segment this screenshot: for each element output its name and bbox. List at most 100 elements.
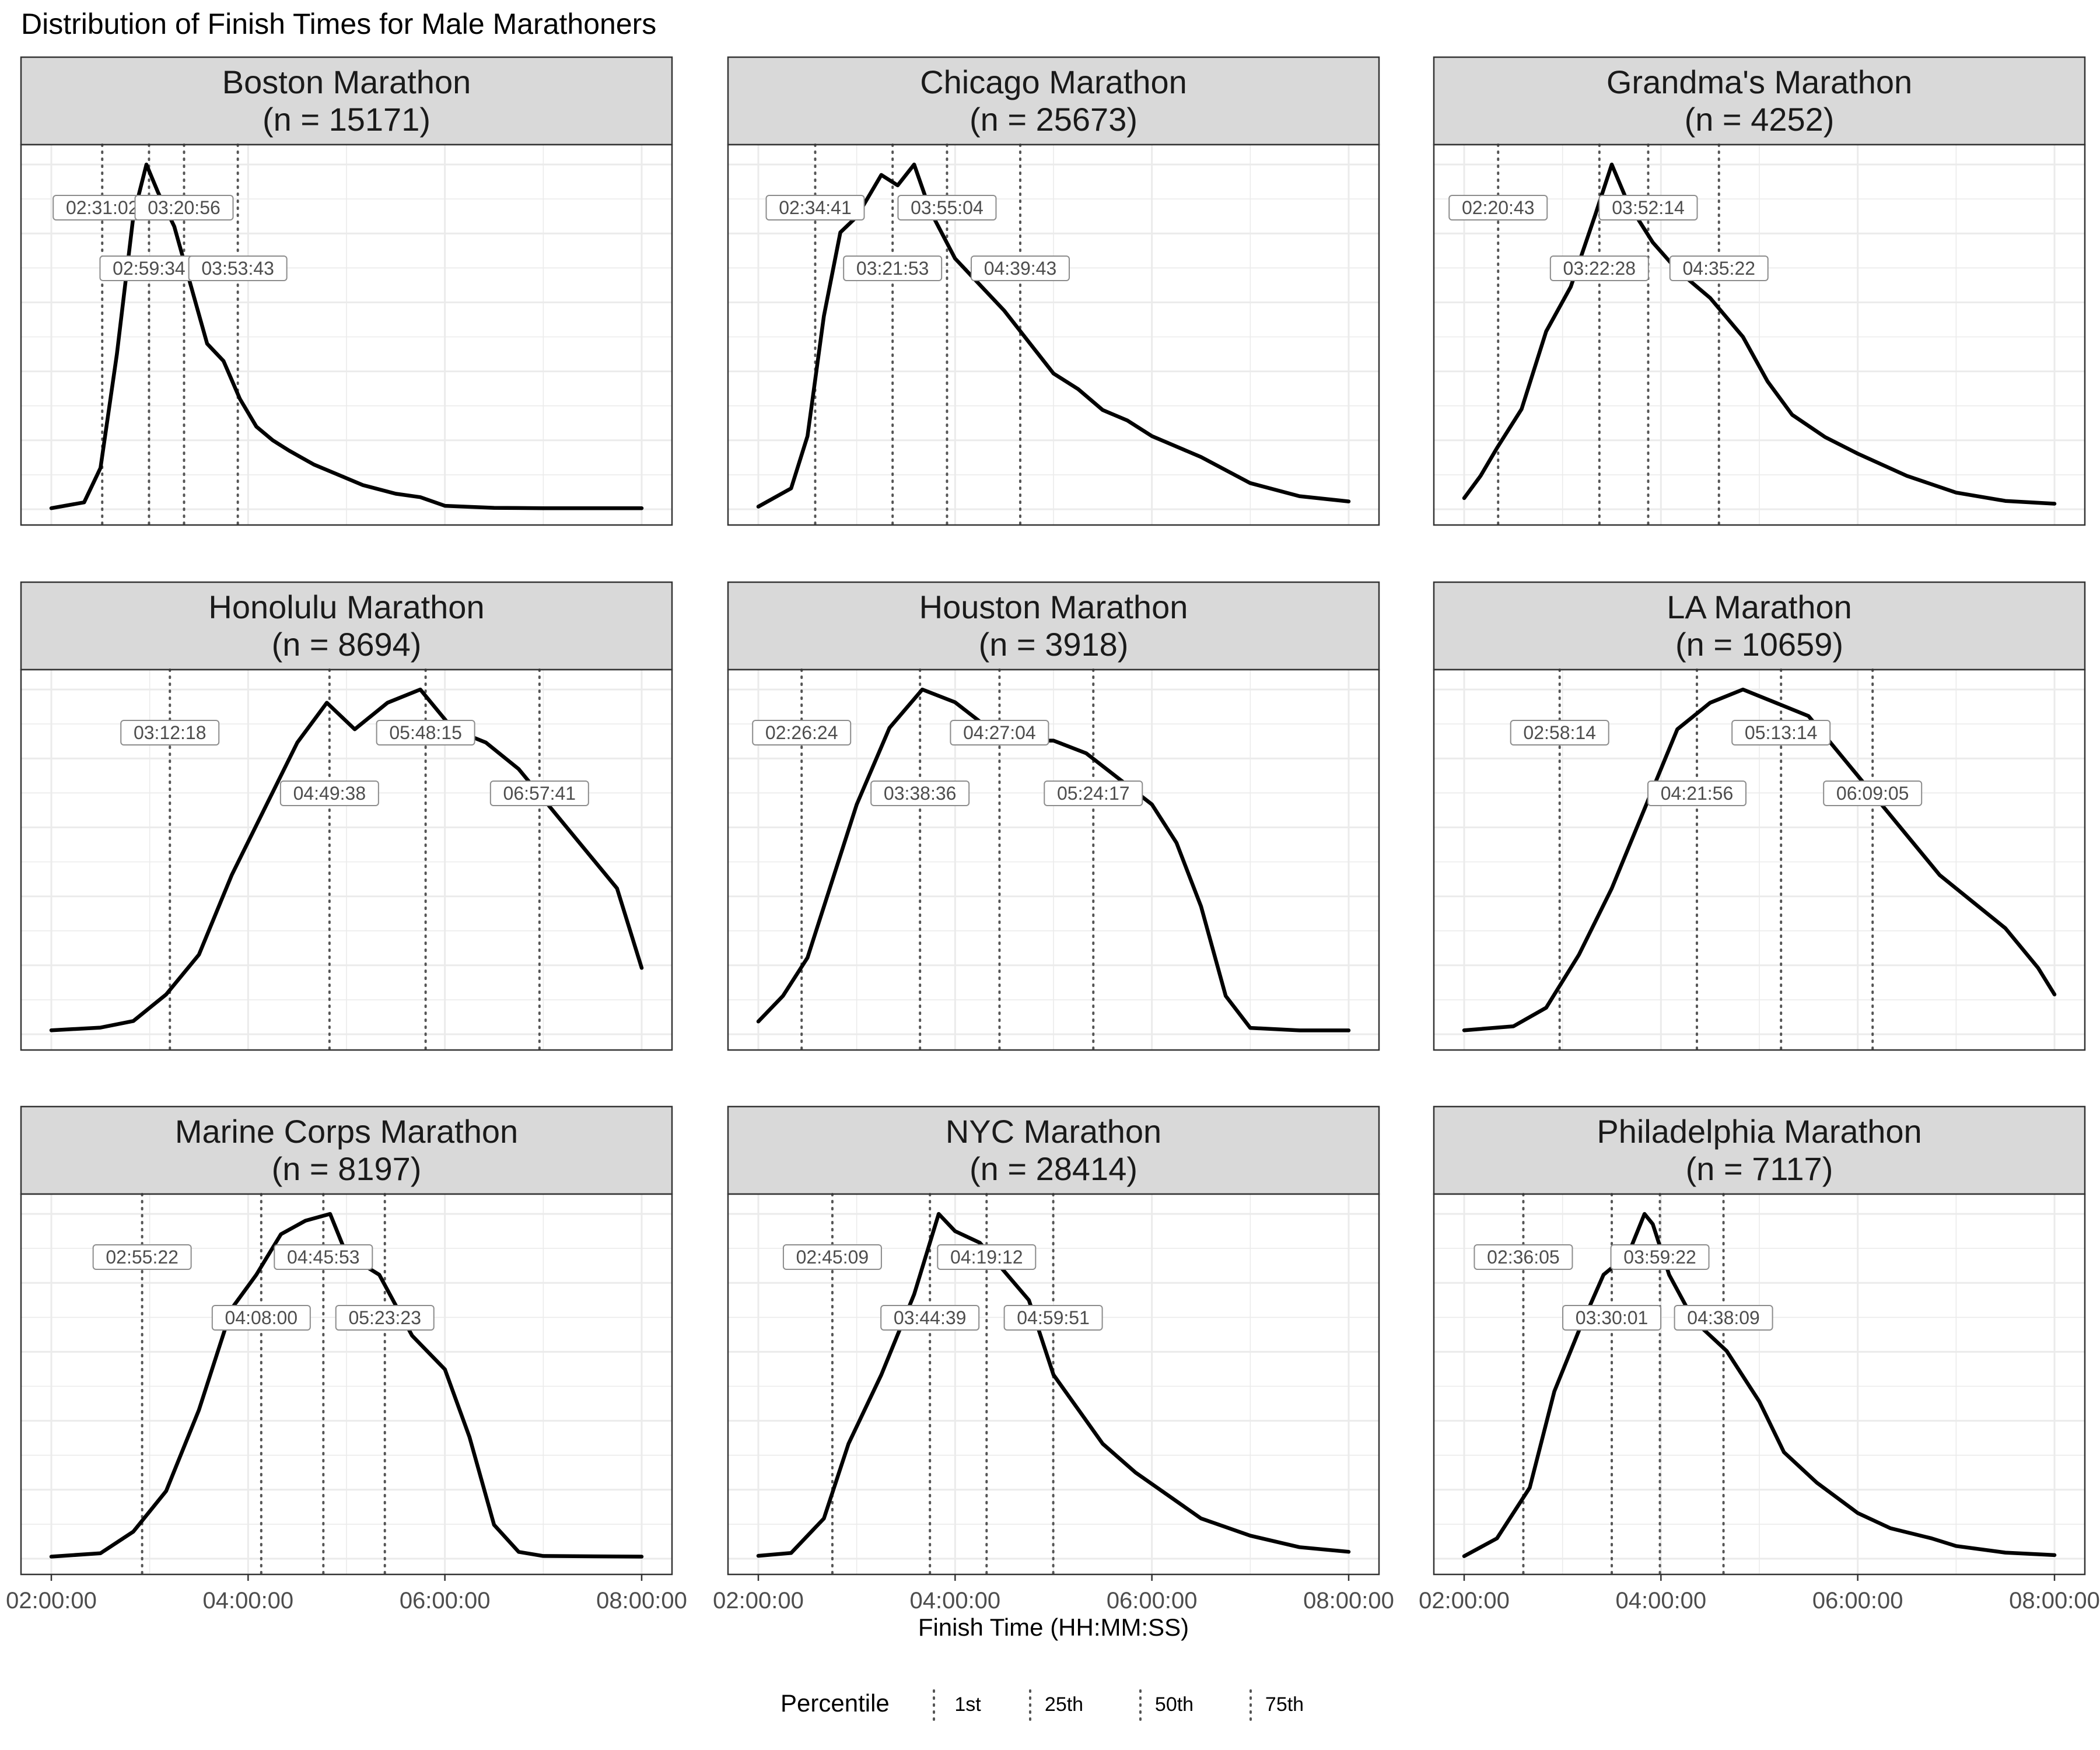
- percentile-label-box-50th: [134, 195, 234, 220]
- percentile-label-25th: 04:21:56: [1661, 783, 1734, 804]
- percentile-label-box-1st: [1510, 720, 1609, 746]
- facet-title: Houston Marathon: [919, 589, 1188, 625]
- percentile-label-75th: 04:38:09: [1687, 1307, 1760, 1328]
- percentile-label-25th: 03:30:01: [1576, 1307, 1648, 1328]
- legend: Percentile 1st 25th 50th 75th: [780, 1689, 1304, 1721]
- x-tick-label: 04:00:00: [909, 1588, 1000, 1614]
- percentile-label-box-50th: [1598, 195, 1698, 220]
- x-tick-label: 02:00:00: [6, 1588, 97, 1614]
- percentile-label-box-1st: [120, 720, 220, 746]
- percentile-label-box-50th: [950, 720, 1049, 746]
- percentile-label-50th: 05:48:15: [389, 722, 462, 743]
- percentile-label-box-25th: [843, 256, 943, 281]
- legend-label-25th: 25th: [1045, 1693, 1083, 1716]
- percentile-label-box-25th: [870, 780, 970, 806]
- panel-border: [727, 1193, 1380, 1576]
- percentile-label-1st: 02:58:14: [1523, 722, 1596, 743]
- percentile-label-25th: 04:08:00: [225, 1307, 298, 1328]
- percentile-label-50th: 04:27:04: [963, 722, 1036, 743]
- percentile-label-box-75th: [1003, 1305, 1103, 1331]
- density-curve: [1462, 687, 2057, 1032]
- percentile-label-1st: 02:55:22: [106, 1247, 178, 1268]
- percentile-label-box-50th: [1731, 720, 1831, 746]
- percentile-label-box-75th: [1674, 1305, 1773, 1331]
- percentile-label-1st: 02:31:02: [66, 197, 139, 218]
- facet-strip: [1433, 581, 2086, 671]
- x-tick-label: 04:00:00: [1615, 1588, 1706, 1614]
- density-curve: [49, 687, 644, 1032]
- facet-title: Honolulu Marathon: [208, 589, 484, 625]
- percentile-label-box-50th: [937, 1244, 1037, 1270]
- panel-border: [1433, 144, 2086, 526]
- facet-strip: [20, 56, 673, 146]
- percentile-label-box-75th: [188, 256, 288, 281]
- percentile-label-box-25th: [211, 1305, 311, 1331]
- percentile-label-1st: 02:26:24: [765, 722, 838, 743]
- facet-panel-philadelphia-marathon: Philadelphia Marathon(n = 7117) 02:36:05 0…: [1419, 1105, 2100, 1614]
- facet-n-label: (n = 8694): [272, 626, 422, 663]
- percentile-label-75th: 05:23:23: [348, 1307, 421, 1328]
- x-axis-title: Finish Time (HH:MM:SS): [918, 1614, 1189, 1641]
- percentile-label-25th: 03:22:28: [1563, 258, 1636, 279]
- panel-border: [20, 1193, 673, 1576]
- facet-panel-nyc-marathon: NYC Marathon(n = 28414) 02:45:09 03:44:39 0…: [713, 1105, 1394, 1614]
- percentile-label-box-75th: [335, 1305, 435, 1331]
- percentile-label-75th: 06:57:41: [503, 783, 576, 804]
- facet-title: Grandma's Marathon: [1606, 64, 1912, 100]
- facet-title: Philadelphia Marathon: [1597, 1113, 1922, 1150]
- percentile-label-box-1st: [1474, 1244, 1573, 1270]
- percentile-label-75th: 03:53:43: [201, 258, 274, 279]
- facet-n-label: (n = 3918): [979, 626, 1129, 663]
- percentile-label-50th: 03:20:56: [148, 197, 220, 218]
- density-curve: [49, 1212, 644, 1559]
- percentile-label-box-50th: [897, 195, 997, 220]
- x-tick-label: 06:00:00: [1107, 1588, 1198, 1614]
- percentile-label-1st: 03:12:18: [134, 722, 206, 743]
- percentile-label-25th: 03:44:39: [894, 1307, 967, 1328]
- facet-n-label: (n = 10659): [1675, 626, 1843, 663]
- percentile-label-25th: 04:49:38: [293, 783, 366, 804]
- percentile-label-box-75th: [1823, 780, 1923, 806]
- facet-strip: [20, 1105, 673, 1195]
- facet-panel-houston-marathon: Houston Marathon(n = 3918) 02:26:24 03:38:…: [727, 581, 1380, 1051]
- legend-label-50th: 50th: [1155, 1693, 1194, 1716]
- percentile-label-box-75th: [1669, 256, 1769, 281]
- percentile-label-1st: 02:36:05: [1487, 1247, 1560, 1268]
- legend-label-1st: 1st: [954, 1693, 981, 1716]
- legend-label-75th: 75th: [1265, 1693, 1304, 1716]
- facet-n-label: (n = 4252): [1685, 101, 1835, 138]
- percentile-label-50th: 05:13:14: [1745, 722, 1818, 743]
- percentile-label-box-1st: [1448, 195, 1548, 220]
- percentile-label-box-50th: [376, 720, 475, 746]
- percentile-label-box-50th: [274, 1244, 373, 1270]
- percentile-label-box-50th: [1610, 1244, 1710, 1270]
- panel-border: [20, 144, 673, 526]
- percentile-label-75th: 04:39:43: [984, 258, 1057, 279]
- percentile-label-50th: 03:59:22: [1623, 1247, 1696, 1268]
- percentile-label-box-75th: [970, 256, 1070, 281]
- percentile-label-box-1st: [782, 1244, 882, 1270]
- facet-title: Boston Marathon: [222, 64, 471, 100]
- percentile-label-50th: 04:45:53: [287, 1247, 360, 1268]
- facet-panel-la-marathon: LA Marathon(n = 10659) 02:58:14 04:21:56 05…: [1433, 581, 2086, 1051]
- percentile-label-75th: 04:35:22: [1682, 258, 1755, 279]
- facet-n-label: (n = 15171): [262, 101, 430, 138]
- x-tick-label: 08:00:00: [1303, 1588, 1394, 1614]
- percentile-label-1st: 02:20:43: [1462, 197, 1535, 218]
- facet-panel-grandma-s-marathon: Grandma's Marathon(n = 4252) 02:20:43 03:2…: [1433, 56, 2086, 526]
- facet-title: Chicago Marathon: [920, 64, 1187, 100]
- percentile-label-75th: 05:24:17: [1057, 783, 1130, 804]
- percentile-label-box-75th: [1044, 780, 1143, 806]
- facet-title: Marine Corps Marathon: [175, 1113, 518, 1150]
- density-curve: [756, 1212, 1351, 1558]
- percentile-label-box-25th: [1647, 780, 1746, 806]
- percentile-label-50th: 03:55:04: [911, 197, 984, 218]
- x-tick-label: 06:00:00: [400, 1588, 491, 1614]
- facet-n-label: (n = 25673): [970, 101, 1138, 138]
- facet-strip: [20, 581, 673, 671]
- x-tick-label: 02:00:00: [713, 1588, 804, 1614]
- facet-panel-boston-marathon: Boston Marathon(n = 15171) 02:31:02 02:59:…: [20, 56, 673, 526]
- percentile-label-box-1st: [765, 195, 865, 220]
- percentile-label-box-1st: [752, 720, 852, 746]
